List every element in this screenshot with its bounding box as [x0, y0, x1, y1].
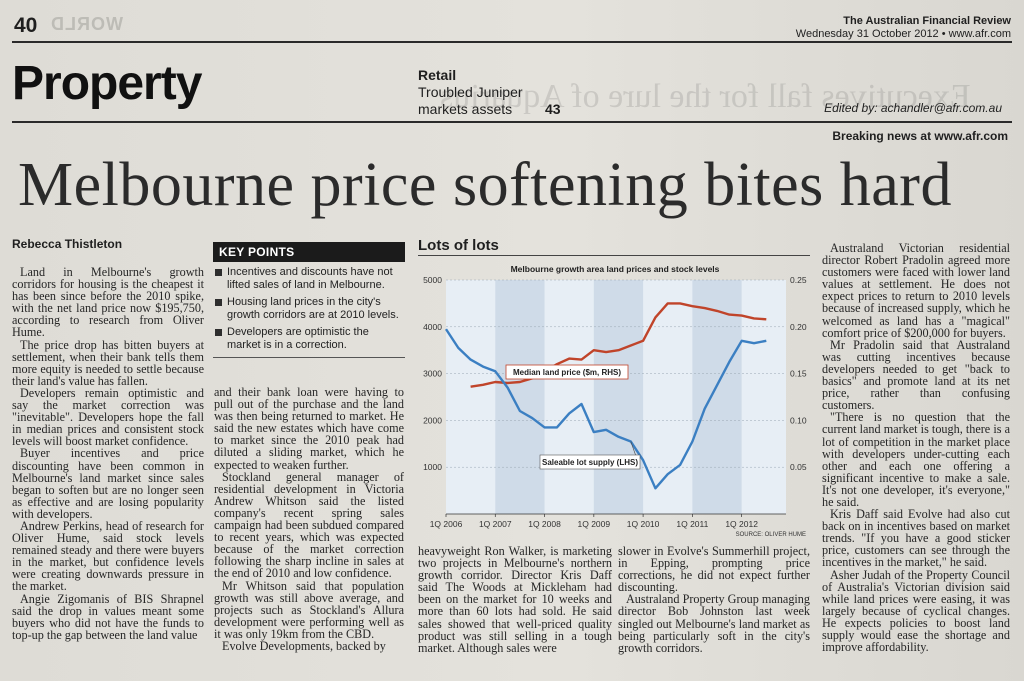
paragraph: Mr Whitson said that population growth w… — [214, 578, 404, 641]
byline: Rebecca Thistleton — [12, 237, 123, 251]
paragraph: Stockland general manager of residential… — [214, 469, 404, 581]
key-point-item: Housing land prices in the city's growth… — [213, 296, 405, 322]
supply-series-line — [444, 328, 767, 490]
paragraph: "There is no question that the current l… — [822, 410, 1010, 509]
key-points-box: KEY POINTS Incentives and discounts have… — [213, 242, 405, 358]
x-tick-label: 1Q 2007 — [479, 519, 512, 529]
y-left-tick-label: 3000 — [423, 369, 442, 379]
y-left-tick-label: 4000 — [423, 322, 442, 332]
key-point-text: Incentives and discounts have not lifted… — [227, 266, 393, 291]
teaser-text-line2[interactable]: markets assets — [418, 101, 513, 117]
top-rule — [12, 41, 1012, 43]
paragraph: Mr Pradolin said that Australand was cut… — [822, 337, 1010, 413]
x-tick-label: 1Q 2006 — [430, 519, 463, 529]
chart-source: SOURCE: OLIVER HUME — [736, 532, 806, 538]
paragraph: Asher Judah of the Property Council of A… — [822, 567, 1010, 655]
page-number: 40 — [14, 14, 38, 37]
square-bullet-icon — [215, 299, 222, 306]
y-right-tick-label: 0.20 — [790, 322, 807, 332]
paragraph: heavyweight Ron Walker, is marketing two… — [418, 544, 612, 655]
x-tick-label: 1Q 2011 — [676, 519, 708, 529]
paragraph: Developers remain optimistic and say the… — [12, 385, 204, 449]
paragraph: and their bank loan were having to pull … — [214, 385, 404, 472]
square-bullet-icon — [215, 329, 222, 336]
key-point-text: Housing land prices in the city's growth… — [227, 296, 399, 321]
paragraph: Evolve Developments, backed by — [222, 638, 386, 653]
supply-series-label: Saleable lot supply (LHS) — [542, 458, 638, 467]
paragraph: Andrew Perkins, head of research for Oli… — [12, 518, 204, 594]
chart: Melbourne growth area land prices and st… — [418, 262, 812, 540]
y-left-tick-label: 1000 — [423, 462, 442, 472]
y-right-tick-label: 0.15 — [790, 369, 807, 379]
plot-area — [446, 280, 786, 514]
price-series-label-box — [505, 364, 629, 380]
y-right-tick-label: 0.05 — [790, 462, 807, 472]
key-point-item: Developers are optimistic the market is … — [213, 326, 405, 352]
chart-heading: Lots of lots — [418, 237, 499, 254]
x-tick-label: 1Q 2010 — [627, 519, 660, 529]
key-points-heading: KEY POINTS — [213, 242, 405, 262]
price-series-line — [470, 302, 767, 388]
x-tick-label: 1Q 2009 — [578, 519, 611, 529]
publication-name: The Australian Financial Review — [843, 15, 1011, 27]
paragraph: Australand Victorian residential directo… — [822, 241, 1010, 340]
article-column-3: heavyweight Ron Walker, is marketing two… — [418, 545, 612, 654]
paragraph: Kris Daff said Evolve had also cut back … — [822, 507, 1010, 570]
paragraph: Australand Property Group managing direc… — [618, 592, 810, 655]
key-point-item: Incentives and discounts have not lifted… — [213, 266, 405, 292]
y-right-tick-label: 0.10 — [790, 415, 807, 425]
paragraph: Buyer incentives and price discounting h… — [12, 446, 204, 521]
chart-heading-rule — [418, 255, 810, 256]
price-series-label: Median land price ($m, RHS) — [513, 368, 621, 377]
y-right-tick-label: 0.25 — [790, 275, 807, 285]
year-band — [544, 280, 594, 514]
teaser-page-number: 43 — [545, 101, 561, 117]
article-column-5: Australand Victorian residential directo… — [822, 242, 1010, 653]
chart-title: Melbourne growth area land prices and st… — [511, 264, 720, 274]
x-tick-label: 1Q 2012 — [725, 519, 758, 529]
section-rule — [12, 121, 1012, 123]
year-band — [446, 280, 496, 514]
teaser-text-line1[interactable]: Troubled Juniper — [418, 84, 523, 100]
y-left-tick-label: 2000 — [423, 415, 442, 425]
breaking-news-link[interactable]: Breaking news at www.afr.com — [832, 129, 1008, 143]
key-point-text: Developers are optimistic the market is … — [227, 326, 369, 351]
year-band — [741, 280, 786, 514]
section-title: Property — [12, 57, 202, 110]
square-bullet-icon — [215, 269, 222, 276]
y-left-tick-label: 5000 — [423, 275, 442, 285]
paragraph: Land in Melbourne's growth corridors for… — [12, 265, 204, 340]
dateline: Wednesday 31 October 2012 • www.afr.com — [795, 28, 1011, 40]
x-tick-label: 1Q 2008 — [528, 519, 561, 529]
teaser-label: Retail — [418, 67, 457, 83]
paragraph: The price drop has bitten buyers at sett… — [12, 337, 204, 388]
editor-credit: Edited by: achandler@afr.com.au — [824, 101, 1002, 115]
headline: Melbourne price softening bites hard — [18, 151, 952, 219]
supply-series-label-box — [539, 454, 641, 470]
chart-svg: Melbourne growth area land prices and st… — [423, 264, 807, 538]
article-column-1: Land in Melbourne's growth corridors for… — [12, 266, 204, 641]
paragraph: Angie Zigomanis of BIS Shrapnel said the… — [12, 591, 204, 642]
article-column-4: slower in Evolve's Summerhill project, i… — [618, 545, 810, 654]
article-column-2: and their bank loan were having to pull … — [214, 386, 404, 652]
paragraph: slower in Evolve's Summerhill project, i… — [618, 544, 810, 595]
key-points-rule — [213, 357, 405, 358]
bleed-through-text: WORLD — [50, 14, 123, 34]
